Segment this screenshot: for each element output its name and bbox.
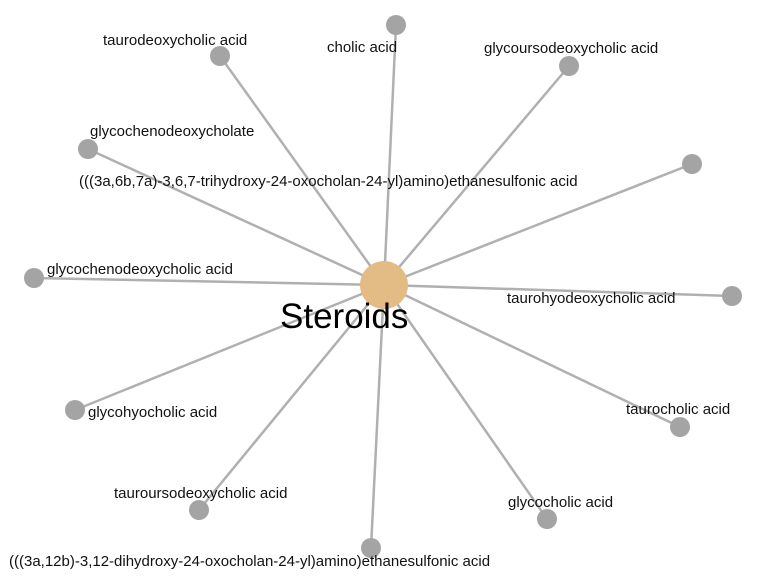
node-label-glycochenodeoxycholic: glycochenodeoxycholic acid <box>47 261 233 278</box>
node-label-taurohyodeoxycholic: taurohyodeoxycholic acid <box>507 290 675 307</box>
edge-glycohyocholic <box>74 283 385 412</box>
node-label-taurodeoxycholic: taurodeoxycholic acid <box>103 32 247 49</box>
leaf-nodes <box>24 15 742 558</box>
node-label-glycocholic: glycocholic acid <box>508 494 613 511</box>
edge-dihydroxy-ethanesulfonic <box>369 284 386 549</box>
edge-taurohyodeoxycholic <box>383 283 733 298</box>
hub-label: Steroids <box>280 297 408 336</box>
edge-glycoursodeoxycholic <box>383 65 570 286</box>
node-glycocholic[interactable] <box>537 509 557 529</box>
node-taurocholic[interactable] <box>670 417 690 437</box>
node-label-taurocholic: taurocholic acid <box>626 401 730 418</box>
node-taurohyodeoxycholic[interactable] <box>722 286 742 306</box>
node-label-tauroursodeoxycholic: tauroursodeoxycholic acid <box>114 485 287 502</box>
node-dihydroxy-ethanesulfonic[interactable] <box>361 538 381 558</box>
node-label-dihydroxy-ethanesulfonic: (((3a,12b)-3,12-dihydroxy-24-oxocholan-2… <box>9 553 490 570</box>
edge-taurodeoxycholic <box>218 55 386 286</box>
node-label-cholic: cholic acid <box>327 39 397 56</box>
edge-glycochenodeoxycholic <box>33 276 385 287</box>
node-labels: taurodeoxycholic acid cholic acid glycours… <box>9 32 730 570</box>
node-taurodeoxycholic[interactable] <box>210 46 230 66</box>
hub-node-steroids[interactable] <box>360 261 408 309</box>
node-glycochenodeoxycholate[interactable] <box>78 139 98 159</box>
node-glycohyocholic[interactable] <box>65 400 85 420</box>
node-label-glycoursodeoxycholic: glycoursodeoxycholic acid <box>484 40 658 57</box>
edge-glycocholic <box>382 284 549 520</box>
edge-tauroursodeoxycholic <box>198 284 385 511</box>
edge-glycochenodeoxycholate <box>87 147 385 287</box>
node-label-trihydroxy-ethanesulfonic: (((3a,6b,7a)-3,6,7-trihydroxy-24-oxochol… <box>79 173 578 190</box>
edge-taurocholic <box>383 283 681 429</box>
edge-cholic <box>382 24 398 286</box>
node-trihydroxy-ethanesulfonic[interactable] <box>682 154 702 174</box>
node-label-glycohyocholic: glycohyocholic acid <box>88 404 217 421</box>
node-glycochenodeoxycholic[interactable] <box>24 268 44 288</box>
node-label-glycochenodeoxycholate: glycochenodeoxycholate <box>90 123 254 140</box>
edges <box>33 24 733 549</box>
node-glycoursodeoxycholic[interactable] <box>559 56 579 76</box>
node-tauroursodeoxycholic[interactable] <box>189 500 209 520</box>
node-cholic[interactable] <box>386 15 406 35</box>
edge-trihydroxy-ethanesulfonic <box>383 162 693 287</box>
